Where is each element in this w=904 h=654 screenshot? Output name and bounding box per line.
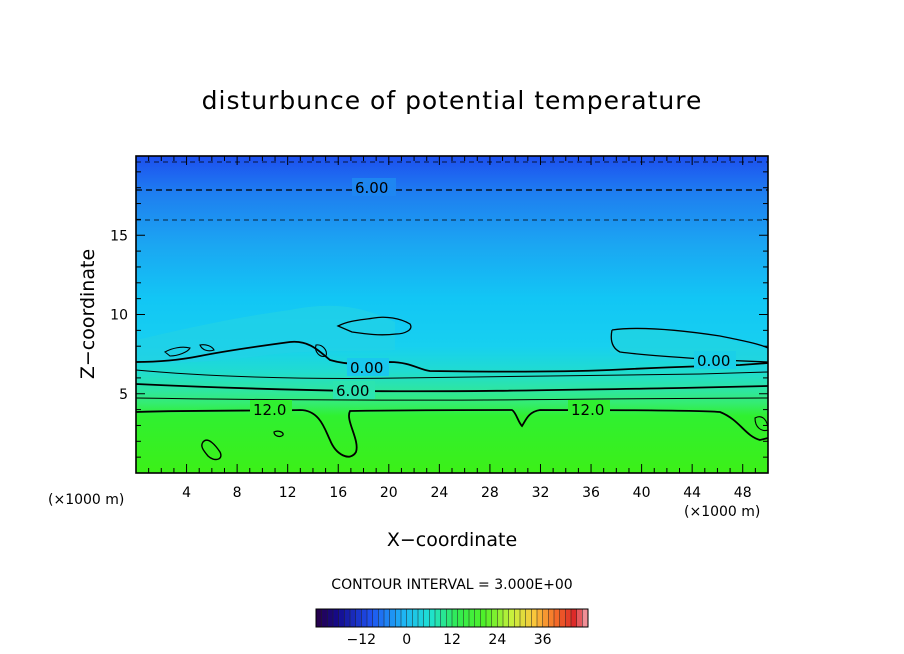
colorbar-swatch — [480, 609, 487, 627]
colorbar-swatch — [406, 609, 413, 627]
x-tick-label: 24 — [430, 485, 448, 501]
x-tick-label: 16 — [329, 485, 347, 501]
colorbar-swatch — [582, 609, 589, 627]
colorbar-swatch — [559, 609, 566, 627]
colorbar-swatch — [384, 609, 390, 627]
x-unit-label-left: (×1000 m) — [48, 492, 124, 508]
colorbar-swatch — [486, 609, 492, 627]
colorbar-swatch — [491, 609, 498, 627]
colorbar-swatch — [316, 609, 322, 627]
contour-label: 0.00 — [350, 359, 383, 377]
colorbar-swatch — [446, 609, 453, 627]
contour-lines — [135, 161, 769, 461]
x-tick-label: 12 — [279, 485, 297, 501]
colorbar-swatch — [344, 609, 351, 627]
x-tick-label: 8 — [233, 485, 242, 501]
colorbar-frame — [315, 608, 589, 628]
colorbar-swatch — [520, 609, 526, 627]
contour-labels-group: 6.00 0.00 6.00 12.0 12.0 0.00 — [250, 178, 736, 419]
cloud-patch — [136, 305, 395, 363]
colorbar-swatch — [469, 609, 475, 627]
colorbar-tick-label: −12 — [347, 632, 377, 648]
x-tick-label: 44 — [683, 485, 701, 501]
colorbar-swatch — [440, 609, 447, 627]
colorbar-swatch — [452, 609, 458, 627]
colorbar-swatch — [333, 609, 339, 627]
x-unit-label-right: (×1000 m) — [684, 504, 760, 520]
y-tick-label: 5 — [119, 387, 128, 403]
colorbar-swatch — [571, 609, 577, 627]
colorbar-swatch — [423, 609, 430, 627]
colorbar-swatch — [497, 609, 504, 627]
contour-label: 6.00 — [355, 179, 388, 197]
x-tick-label: 32 — [532, 485, 550, 501]
contour-label: 12.0 — [571, 401, 604, 419]
colorbar-swatch — [554, 609, 560, 627]
colorbar-swatch — [548, 609, 555, 627]
colorbar-swatch — [565, 609, 572, 627]
colorbar-ticks: −12 0 12 24 36 — [347, 632, 552, 648]
y-axis-title: Z−coordinate — [77, 249, 99, 379]
y-tick-label: 15 — [110, 228, 128, 244]
colorbar-tick-label: 12 — [443, 632, 461, 648]
colorbar-swatch — [389, 609, 396, 627]
colorbar-tick-label: 24 — [488, 632, 506, 648]
colorbar-swatch — [525, 609, 532, 627]
colorbar-swatch — [503, 609, 509, 627]
colorbar-swatch — [355, 609, 362, 627]
colorbar-swatch — [350, 609, 356, 627]
colorbar-swatch — [338, 609, 345, 627]
colorbar-swatch — [531, 609, 538, 627]
y-tick-label: 10 — [110, 308, 128, 324]
colorbar-swatch — [576, 609, 583, 627]
colorbar-swatch — [372, 609, 379, 627]
colorbar-tick-label: 36 — [534, 632, 552, 648]
colorbar-swatch — [367, 609, 373, 627]
x-axis-ticks: 4 8 12 16 20 24 28 32 36 40 44 48 — [148, 156, 756, 501]
colorbar-swatch — [361, 609, 368, 627]
colorbar-swatch — [508, 609, 515, 627]
colorbar-swatch — [327, 609, 334, 627]
colorbar-swatch — [395, 609, 402, 627]
x-tick-label: 36 — [582, 485, 600, 501]
x-tick-label: 4 — [182, 485, 191, 501]
x-tick-label: 20 — [380, 485, 398, 501]
colorbar-swatch — [474, 609, 481, 627]
colorbar — [315, 608, 589, 628]
contour-label: 6.00 — [336, 382, 369, 400]
colorbar-swatch — [514, 609, 521, 627]
colorbar-swatch — [418, 609, 424, 627]
colorbar-swatch — [378, 609, 385, 627]
contour-label: 0.00 — [697, 352, 730, 370]
x-axis-title: X−coordinate — [387, 529, 517, 551]
y-axis-ticks: 5 10 15 — [110, 171, 768, 458]
x-tick-label: 28 — [481, 485, 499, 501]
x-tick-label: 48 — [734, 485, 752, 501]
colorbar-tick-label: 0 — [402, 632, 411, 648]
colorbar-swatch — [457, 609, 464, 627]
colorbar-swatch — [435, 609, 441, 627]
colorbar-swatch — [401, 609, 407, 627]
contour-interval-text: CONTOUR INTERVAL = 3.000E+00 — [331, 577, 573, 593]
contour-label: 12.0 — [253, 401, 286, 419]
chart-title: disturbunce of potential temperature — [201, 86, 703, 115]
colorbar-swatch — [463, 609, 470, 627]
colorbar-swatch — [429, 609, 436, 627]
colorbar-swatch — [412, 609, 419, 627]
x-tick-label: 40 — [633, 485, 651, 501]
plot-field — [136, 156, 768, 473]
colorbar-swatch — [321, 609, 328, 627]
colorbar-swatch — [542, 609, 549, 627]
colorbar-swatch — [537, 609, 543, 627]
